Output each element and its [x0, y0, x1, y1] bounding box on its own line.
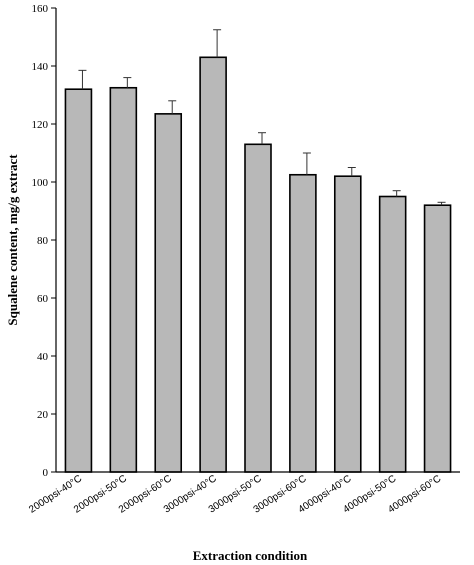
y-axis-ticks: 0 20 40 60 80 100 120 140 160 [32, 3, 56, 479]
y-tick-label: 40 [37, 351, 49, 363]
bar [423, 204, 452, 473]
y-tick-label: 0 [43, 467, 49, 479]
y-tick-label: 80 [37, 235, 49, 247]
bar [378, 195, 407, 473]
x-axis-title: Extraction condition [193, 548, 308, 563]
y-tick-label: 20 [37, 409, 49, 421]
bars [64, 56, 452, 473]
x-axis-tick-labels: 2000psi-40°C2000psi-50°C2000psi-60°C3000… [27, 473, 443, 515]
error-bars [78, 29, 446, 206]
bar [289, 173, 317, 473]
y-tick-label: 160 [32, 3, 49, 15]
y-tick-label: 140 [32, 61, 49, 73]
y-tick-label: 60 [37, 293, 49, 305]
y-axis-title: Squalene content, mg/g extract [5, 154, 20, 326]
bar [244, 143, 272, 473]
y-tick-label: 120 [32, 119, 49, 131]
bar [64, 88, 93, 473]
bar [333, 175, 362, 473]
bar [109, 86, 138, 473]
y-tick-label: 100 [32, 177, 49, 189]
bar [199, 56, 227, 473]
bar [154, 113, 183, 473]
